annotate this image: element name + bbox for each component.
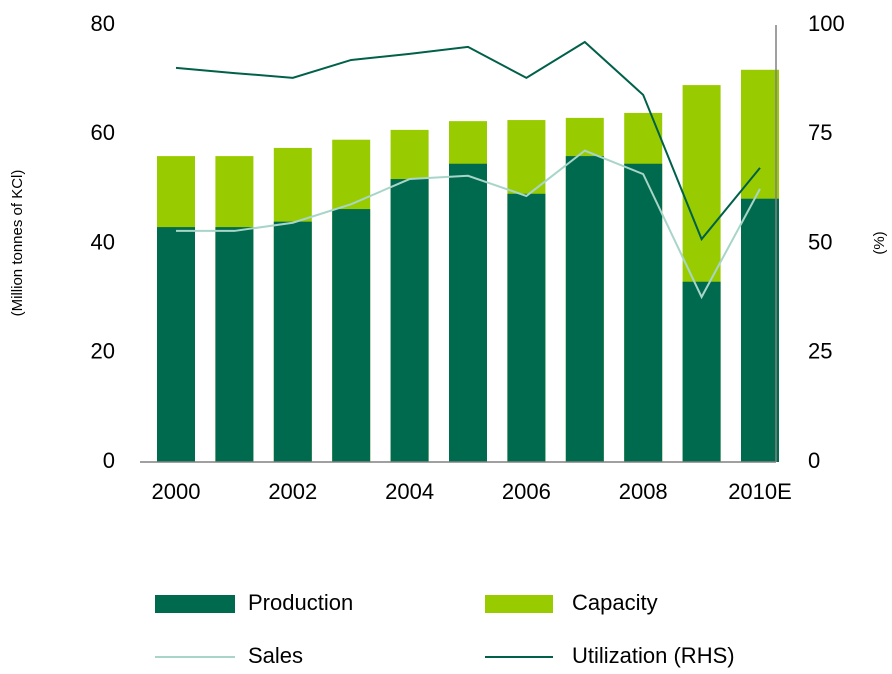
x-tick-label: 2002 (268, 479, 317, 504)
bar (682, 281, 721, 462)
bar (332, 209, 371, 462)
bar (507, 193, 546, 462)
bar (741, 198, 779, 462)
y2-axis-label: (%) (871, 231, 888, 254)
bar (215, 227, 254, 462)
bar (273, 221, 312, 462)
bar (565, 156, 604, 462)
bar (157, 227, 195, 462)
legend-label: Capacity (572, 590, 658, 615)
x-tick-label: 2004 (385, 479, 434, 504)
y-tick-label: 20 (91, 339, 115, 364)
line (175, 40, 761, 242)
bar (449, 163, 487, 462)
line (176, 149, 761, 300)
y-tick-label: 40 (91, 229, 115, 254)
y-axis-label: (Million tonnes of KCl) (9, 170, 26, 317)
x-tick-label: 2010E (728, 479, 792, 504)
y2-tick-label: 100 (808, 11, 845, 36)
y-tick-label: 80 (91, 11, 115, 36)
bar (390, 179, 429, 463)
bar (624, 163, 663, 462)
y-tick-label: 0 (103, 448, 115, 473)
legend-swatch (155, 595, 235, 613)
x-tick-label: 2006 (502, 479, 551, 504)
legend-label: Utilization (RHS) (572, 643, 735, 668)
legend-label: Production (248, 590, 353, 615)
y2-tick-label: 25 (808, 339, 832, 364)
x-tick-label: 2000 (152, 479, 201, 504)
legend-label: Sales (248, 643, 303, 668)
y2-tick-label: 50 (808, 229, 832, 254)
x-tick-label: 2008 (619, 479, 668, 504)
y-tick-label: 60 (91, 120, 115, 145)
legend-swatch (485, 595, 553, 613)
y2-tick-label: 0 (808, 448, 820, 473)
legend: Production Capacity Sales Utilization (R… (155, 590, 735, 668)
y2-tick-label: 75 (808, 120, 832, 145)
